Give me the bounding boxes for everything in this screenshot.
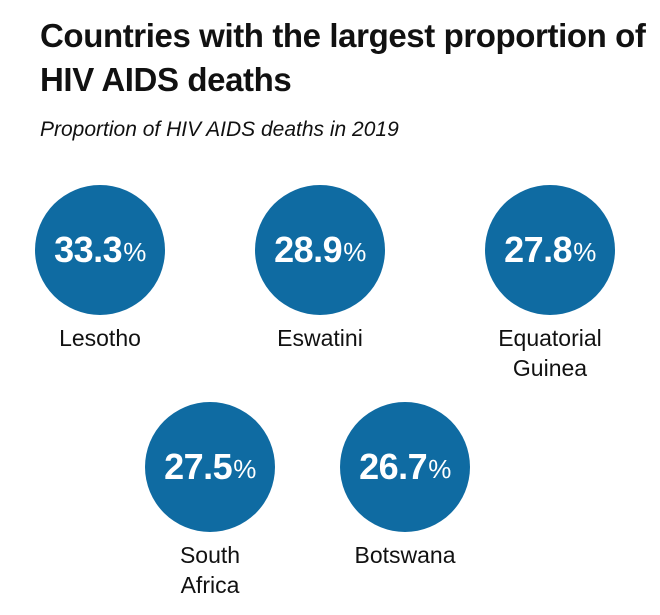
bubble: 33.3%: [35, 185, 165, 315]
bubble-item: 28.9% Eswatini: [200, 185, 440, 353]
country-label: Lesotho: [59, 325, 141, 351]
bubble-item: 27.5% South Africa: [90, 402, 330, 600]
bubble-value: 33.3: [54, 229, 123, 270]
percent-sign: %: [123, 236, 146, 267]
bubble: 26.7%: [340, 402, 470, 532]
bubble-value: 27.5: [164, 446, 233, 487]
bubble-value: 26.7: [359, 446, 428, 487]
bubble: 28.9%: [255, 185, 385, 315]
chart-title: Countries with the largest proportion of…: [40, 17, 646, 98]
bubble-item: 26.7% Botswana: [285, 402, 525, 570]
chart-subtitle: Proportion of HIV AIDS deaths in 2019: [40, 118, 399, 141]
percent-sign: %: [343, 236, 366, 267]
percent-sign: %: [573, 236, 596, 267]
percent-sign: %: [233, 453, 256, 484]
bubble-value: 28.9: [274, 229, 343, 270]
bubble-item: 33.3% Lesotho: [0, 185, 220, 353]
bubble: 27.5%: [145, 402, 275, 532]
country-label: South Africa: [179, 542, 241, 598]
percent-sign: %: [428, 453, 451, 484]
bubble-item: 27.8% Equatorial Guinea: [430, 185, 660, 383]
bubble: 27.8%: [485, 185, 615, 315]
country-label: Equatorial Guinea: [498, 325, 602, 381]
country-label: Eswatini: [277, 325, 363, 351]
country-label: Botswana: [354, 542, 456, 568]
bubble-value: 27.8: [504, 229, 573, 270]
